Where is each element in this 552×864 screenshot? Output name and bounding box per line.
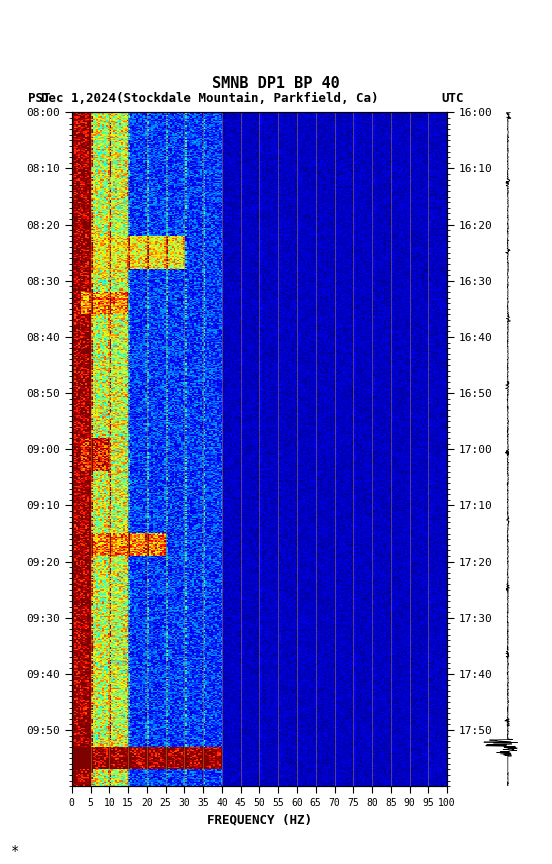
X-axis label: FREQUENCY (HZ): FREQUENCY (HZ) xyxy=(207,814,312,827)
Text: UTC: UTC xyxy=(442,92,464,105)
Text: PST: PST xyxy=(28,92,50,105)
Text: *: * xyxy=(11,844,19,858)
Text: SMNB DP1 BP 40: SMNB DP1 BP 40 xyxy=(212,76,340,91)
Text: Dec 1,2024(Stockdale Mountain, Parkfield, Ca): Dec 1,2024(Stockdale Mountain, Parkfield… xyxy=(41,92,379,105)
